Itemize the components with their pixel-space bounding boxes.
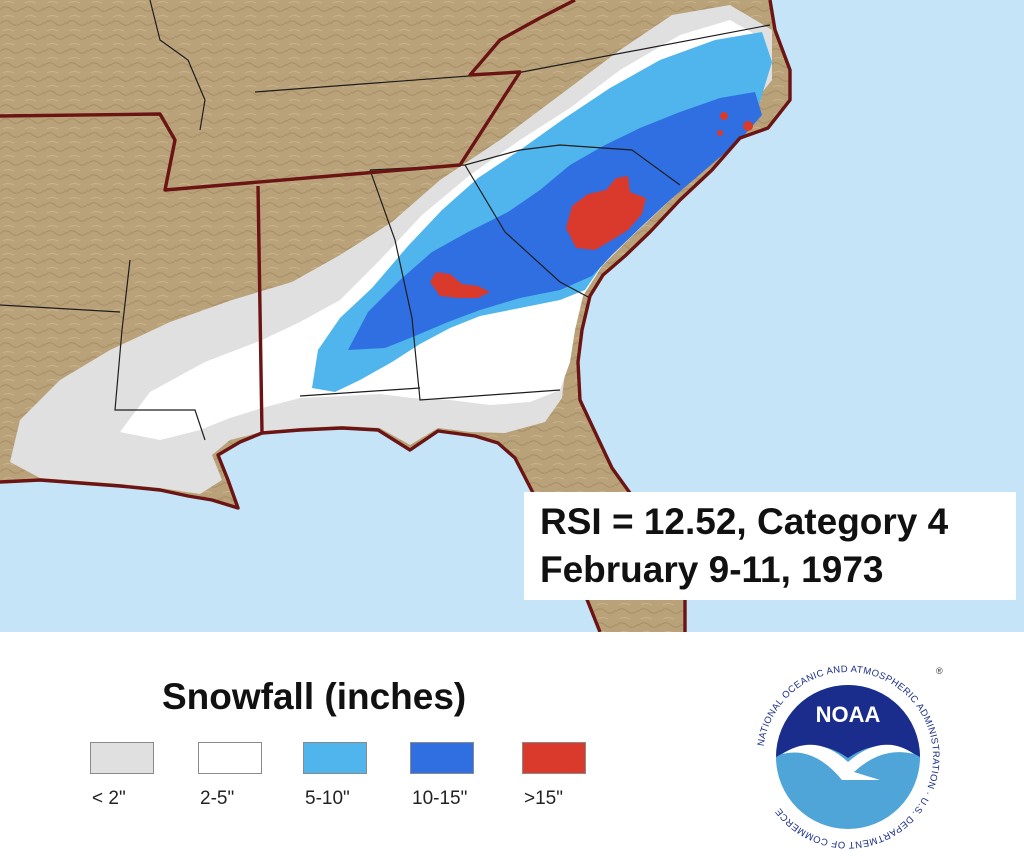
- snowfall-map: [0, 0, 1024, 632]
- legend-swatch-over-15in: [522, 742, 586, 774]
- legend-label-10-15in: 10-15": [412, 788, 468, 809]
- legend-label-under-2in: < 2": [92, 788, 126, 809]
- coastline-boundaries: [0, 0, 792, 632]
- snowfall-zone-over-15in: [430, 112, 753, 298]
- storm-info-box: RSI = 12.52, Category 4 February 9-11, 1…: [524, 492, 1016, 600]
- state-boundaries: [0, 0, 771, 441]
- legend-swatch-2-5in: [198, 742, 262, 774]
- legend-swatch-5-10in: [303, 742, 367, 774]
- noaa-logo: NOAA NATIONAL OCEANIC AND ATMOSPHERIC AD…: [756, 664, 943, 850]
- svg-text:®: ®: [936, 666, 943, 676]
- svg-text:NOAA: NOAA: [816, 702, 881, 727]
- rsi-category-text: RSI = 12.52, Category 4: [540, 501, 949, 542]
- legend-label-2-5in: 2-5": [200, 788, 235, 809]
- legend-label-5-10in: 5-10": [305, 788, 350, 809]
- legend-title: Snowfall (inches): [162, 676, 467, 717]
- legend-swatch-10-15in: [410, 742, 474, 774]
- storm-date-text: February 9-11, 1973: [540, 549, 884, 590]
- legend-swatch-under-2in: [90, 742, 154, 774]
- legend-label-over-15in: >15": [524, 788, 563, 809]
